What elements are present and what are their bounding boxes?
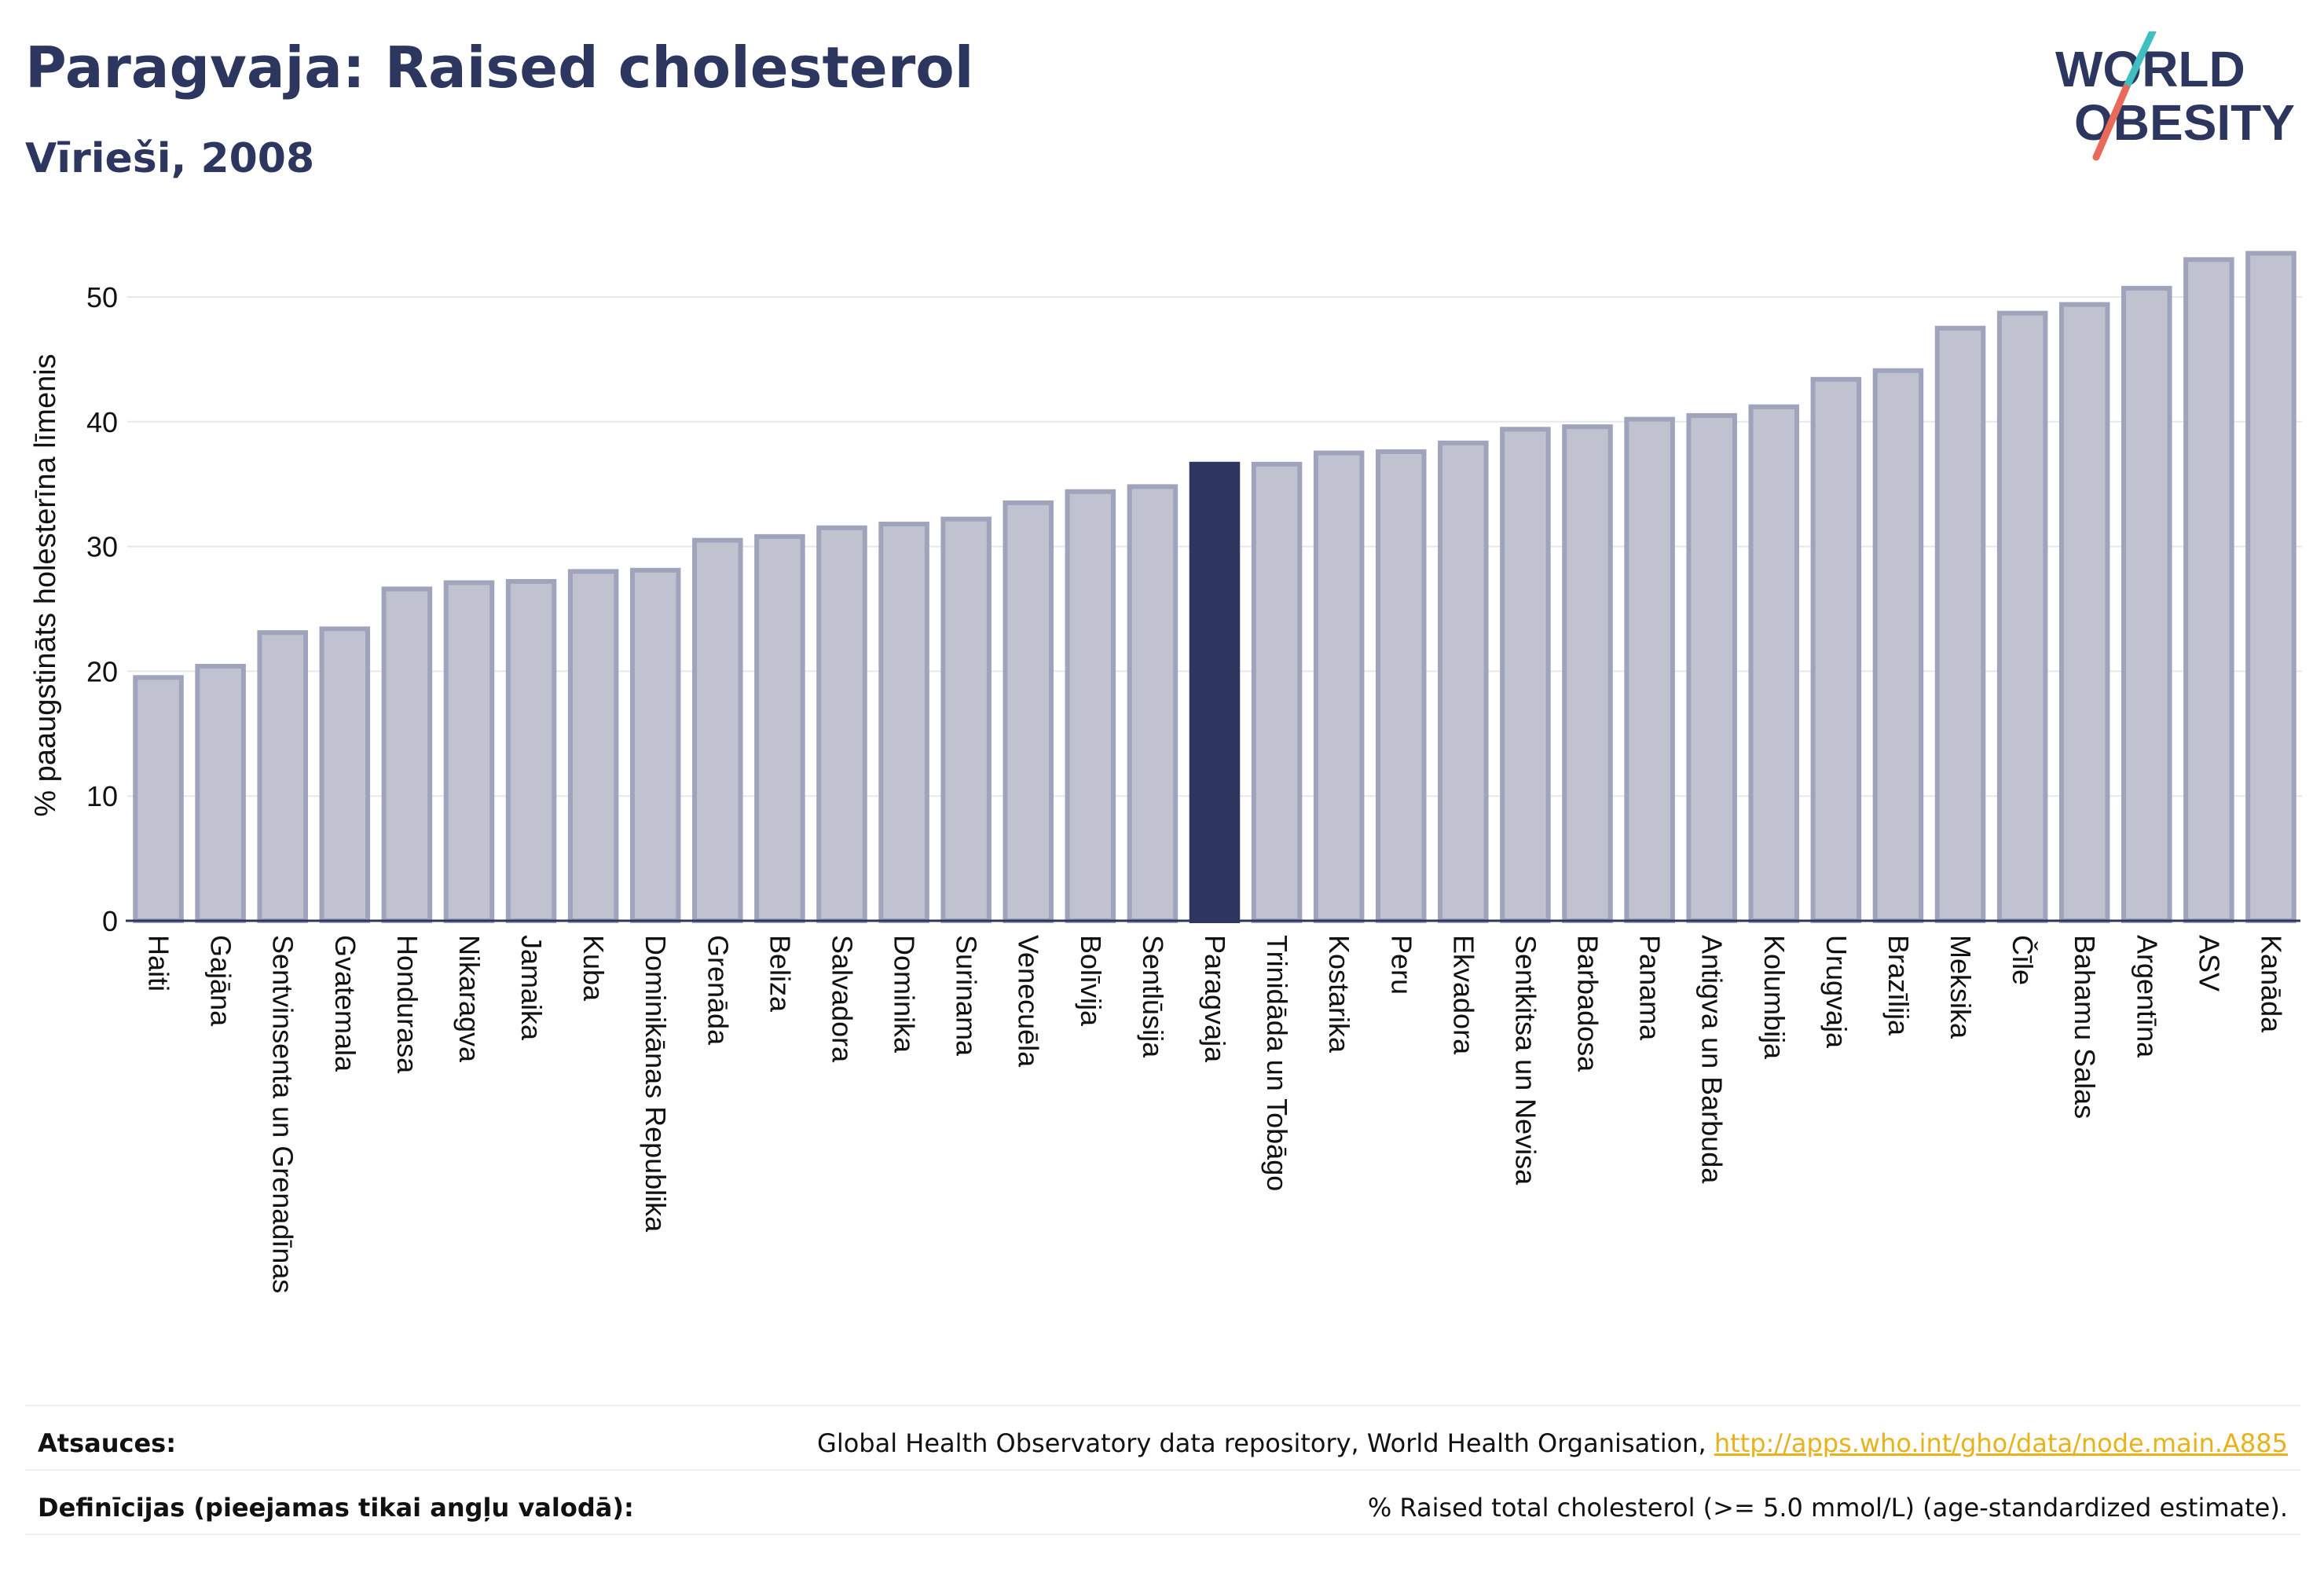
x-tick-label: Sentvinsenta un Grenadīnas [267, 935, 299, 1293]
bar-Argentīna [2121, 285, 2172, 924]
bar-Haiti [133, 675, 184, 924]
x-tick-label: Sentkitsa un Nevisa [1509, 935, 1541, 1186]
x-tick-label: Panama [1634, 935, 1666, 1041]
bar-ASV [2183, 257, 2234, 923]
y-tick-label: 30 [86, 531, 118, 563]
chart-title: Paragvaja: Raised cholesterol [25, 35, 974, 101]
y-tick-label: 40 [86, 406, 118, 438]
sources-description: Global Health Observatory data repositor… [817, 1428, 1714, 1458]
x-tick-label: Ekvadora [1447, 935, 1479, 1055]
x-tick-label: Nikaragva [453, 935, 486, 1063]
y-tick-label: 20 [86, 655, 118, 687]
x-tick-label: Dominikānas Republika [640, 935, 672, 1233]
bar-Jamaika [505, 579, 557, 924]
bar-Kanāda [2245, 251, 2297, 924]
chart-subtitle: Vīrieši, 2008 [25, 135, 315, 182]
bar-Sentkitsa un Nevisa [1500, 427, 1551, 923]
definitions-text: % Raised total cholesterol (>= 5.0 mmol/… [1367, 1493, 2288, 1523]
x-tick-label: Trinidāda un Tobāgo [1261, 935, 1293, 1191]
x-tick-label: Haiti [143, 935, 175, 991]
bar-Sentlūsija [1127, 484, 1178, 923]
bar-Peru [1375, 449, 1427, 923]
x-tick-label: Paragvaja [1199, 935, 1231, 1063]
x-tick-label: ASV [2193, 935, 2225, 991]
y-axis-ticks: 0 10 20 30 40 50 [86, 281, 118, 937]
bar-Salvadora [816, 525, 867, 924]
bar-Bolīvija [1065, 489, 1116, 923]
x-tick-label: Venecuēla [1013, 935, 1045, 1068]
x-axis-labels: Haiti Gajāna Sentvinsenta un Grenadīnas Gva… [143, 935, 2288, 1293]
y-tick-label: 50 [86, 281, 118, 313]
bar-Hondurasa [381, 586, 433, 923]
x-tick-label: Urugvaja [1820, 935, 1853, 1049]
bar-Brazīlija [1872, 368, 1924, 923]
x-tick-label: Kuba [577, 935, 610, 1002]
logo-slash-bottom [2092, 84, 2130, 161]
bar-Urugvaja [1810, 376, 1862, 924]
bar-Ekvadora [1438, 440, 1489, 923]
sources-link[interactable]: http://apps.who.int/gho/data/node.main.A… [1714, 1428, 2288, 1458]
bar-Paragvaja [1189, 461, 1241, 923]
x-tick-label: Barbadosa [1572, 935, 1604, 1072]
x-tick-label: Gajāna [205, 935, 237, 1027]
footer-divider-middle [25, 1469, 2300, 1471]
x-tick-label: Kostarika [1323, 935, 1355, 1054]
bar-Kuba [567, 569, 619, 923]
x-tick-label: Surinama [951, 935, 983, 1057]
bar-Kolumbija [1748, 404, 1800, 923]
x-tick-label: Čīle [2007, 935, 2039, 985]
sources-label: Atsauces: [38, 1428, 176, 1458]
bar-Sentvinsenta un Grenadīnas [257, 630, 308, 923]
logo-slash-top [2122, 31, 2157, 92]
bar-Gvatemala [319, 626, 371, 924]
x-tick-label: Bolīvija [1075, 935, 1107, 1027]
bar-Gajāna [195, 664, 246, 923]
x-tick-label: Jamaika [515, 935, 548, 1041]
bar-Meksika [1934, 325, 1986, 923]
x-tick-label: Gvatemala [329, 935, 361, 1072]
bar-Surinama [940, 516, 992, 923]
y-tick-label: 0 [102, 905, 118, 937]
bar-Beliza [754, 533, 805, 923]
y-tick-label: 10 [86, 780, 118, 812]
x-tick-label: Kanāda [2255, 935, 2287, 1033]
x-tick-label: Bahamu Salas [2069, 935, 2101, 1119]
footer-divider-bottom [25, 1534, 2300, 1535]
x-tick-label: Antigva un Barbuda [1696, 935, 1728, 1184]
x-tick-label: Kolumbija [1758, 935, 1791, 1060]
x-tick-label: Peru [1385, 935, 1417, 995]
x-tick-label: Hondurasa [391, 935, 423, 1074]
bar-Antigva un Barbuda [1686, 412, 1737, 923]
bar-chart: 0 10 20 30 40 50 Haiti Gajāna Sentvinsenta un G… [29, 251, 2302, 1293]
x-tick-label: Argentīna [2131, 935, 2163, 1058]
x-tick-label: Grenāda [702, 935, 734, 1046]
x-tick-label: Brazīlija [1882, 935, 1915, 1036]
x-tick-label: Salvadora [826, 935, 858, 1063]
x-tick-label: Dominika [889, 935, 921, 1054]
y-axis-label: % paaugstināts holesterīna līmenis [29, 354, 62, 816]
bar-Dominikānas Republika [629, 567, 681, 923]
sources-text: Global Health Observatory data repositor… [817, 1428, 2288, 1458]
bar-Panama [1624, 416, 1675, 923]
logo-line1: WORLD [2055, 41, 2245, 97]
x-tick-label: Meksika [1945, 935, 1977, 1039]
bar-Čīle [1996, 310, 2048, 924]
footer-divider-top [25, 1405, 2300, 1406]
bar-Dominika [878, 522, 929, 923]
x-tick-label: Sentlūsija [1137, 935, 1169, 1058]
bar-Venecuēla [1003, 500, 1054, 923]
bar-Grenāda [692, 537, 743, 923]
bar-Kostarika [1313, 450, 1365, 923]
bar-Barbadosa [1562, 424, 1613, 923]
world-obesity-logo: WORLD OBESITY [2055, 31, 2295, 161]
definitions-label: Definīcijas (pieejamas tikai angļu valod… [38, 1493, 634, 1523]
bars [133, 251, 2297, 924]
bar-Bahamu Salas [2058, 302, 2110, 923]
bar-Trinidāda un Tobāgo [1251, 461, 1303, 923]
x-tick-label: Beliza [764, 935, 796, 1013]
bar-Nikaragva [443, 580, 495, 923]
